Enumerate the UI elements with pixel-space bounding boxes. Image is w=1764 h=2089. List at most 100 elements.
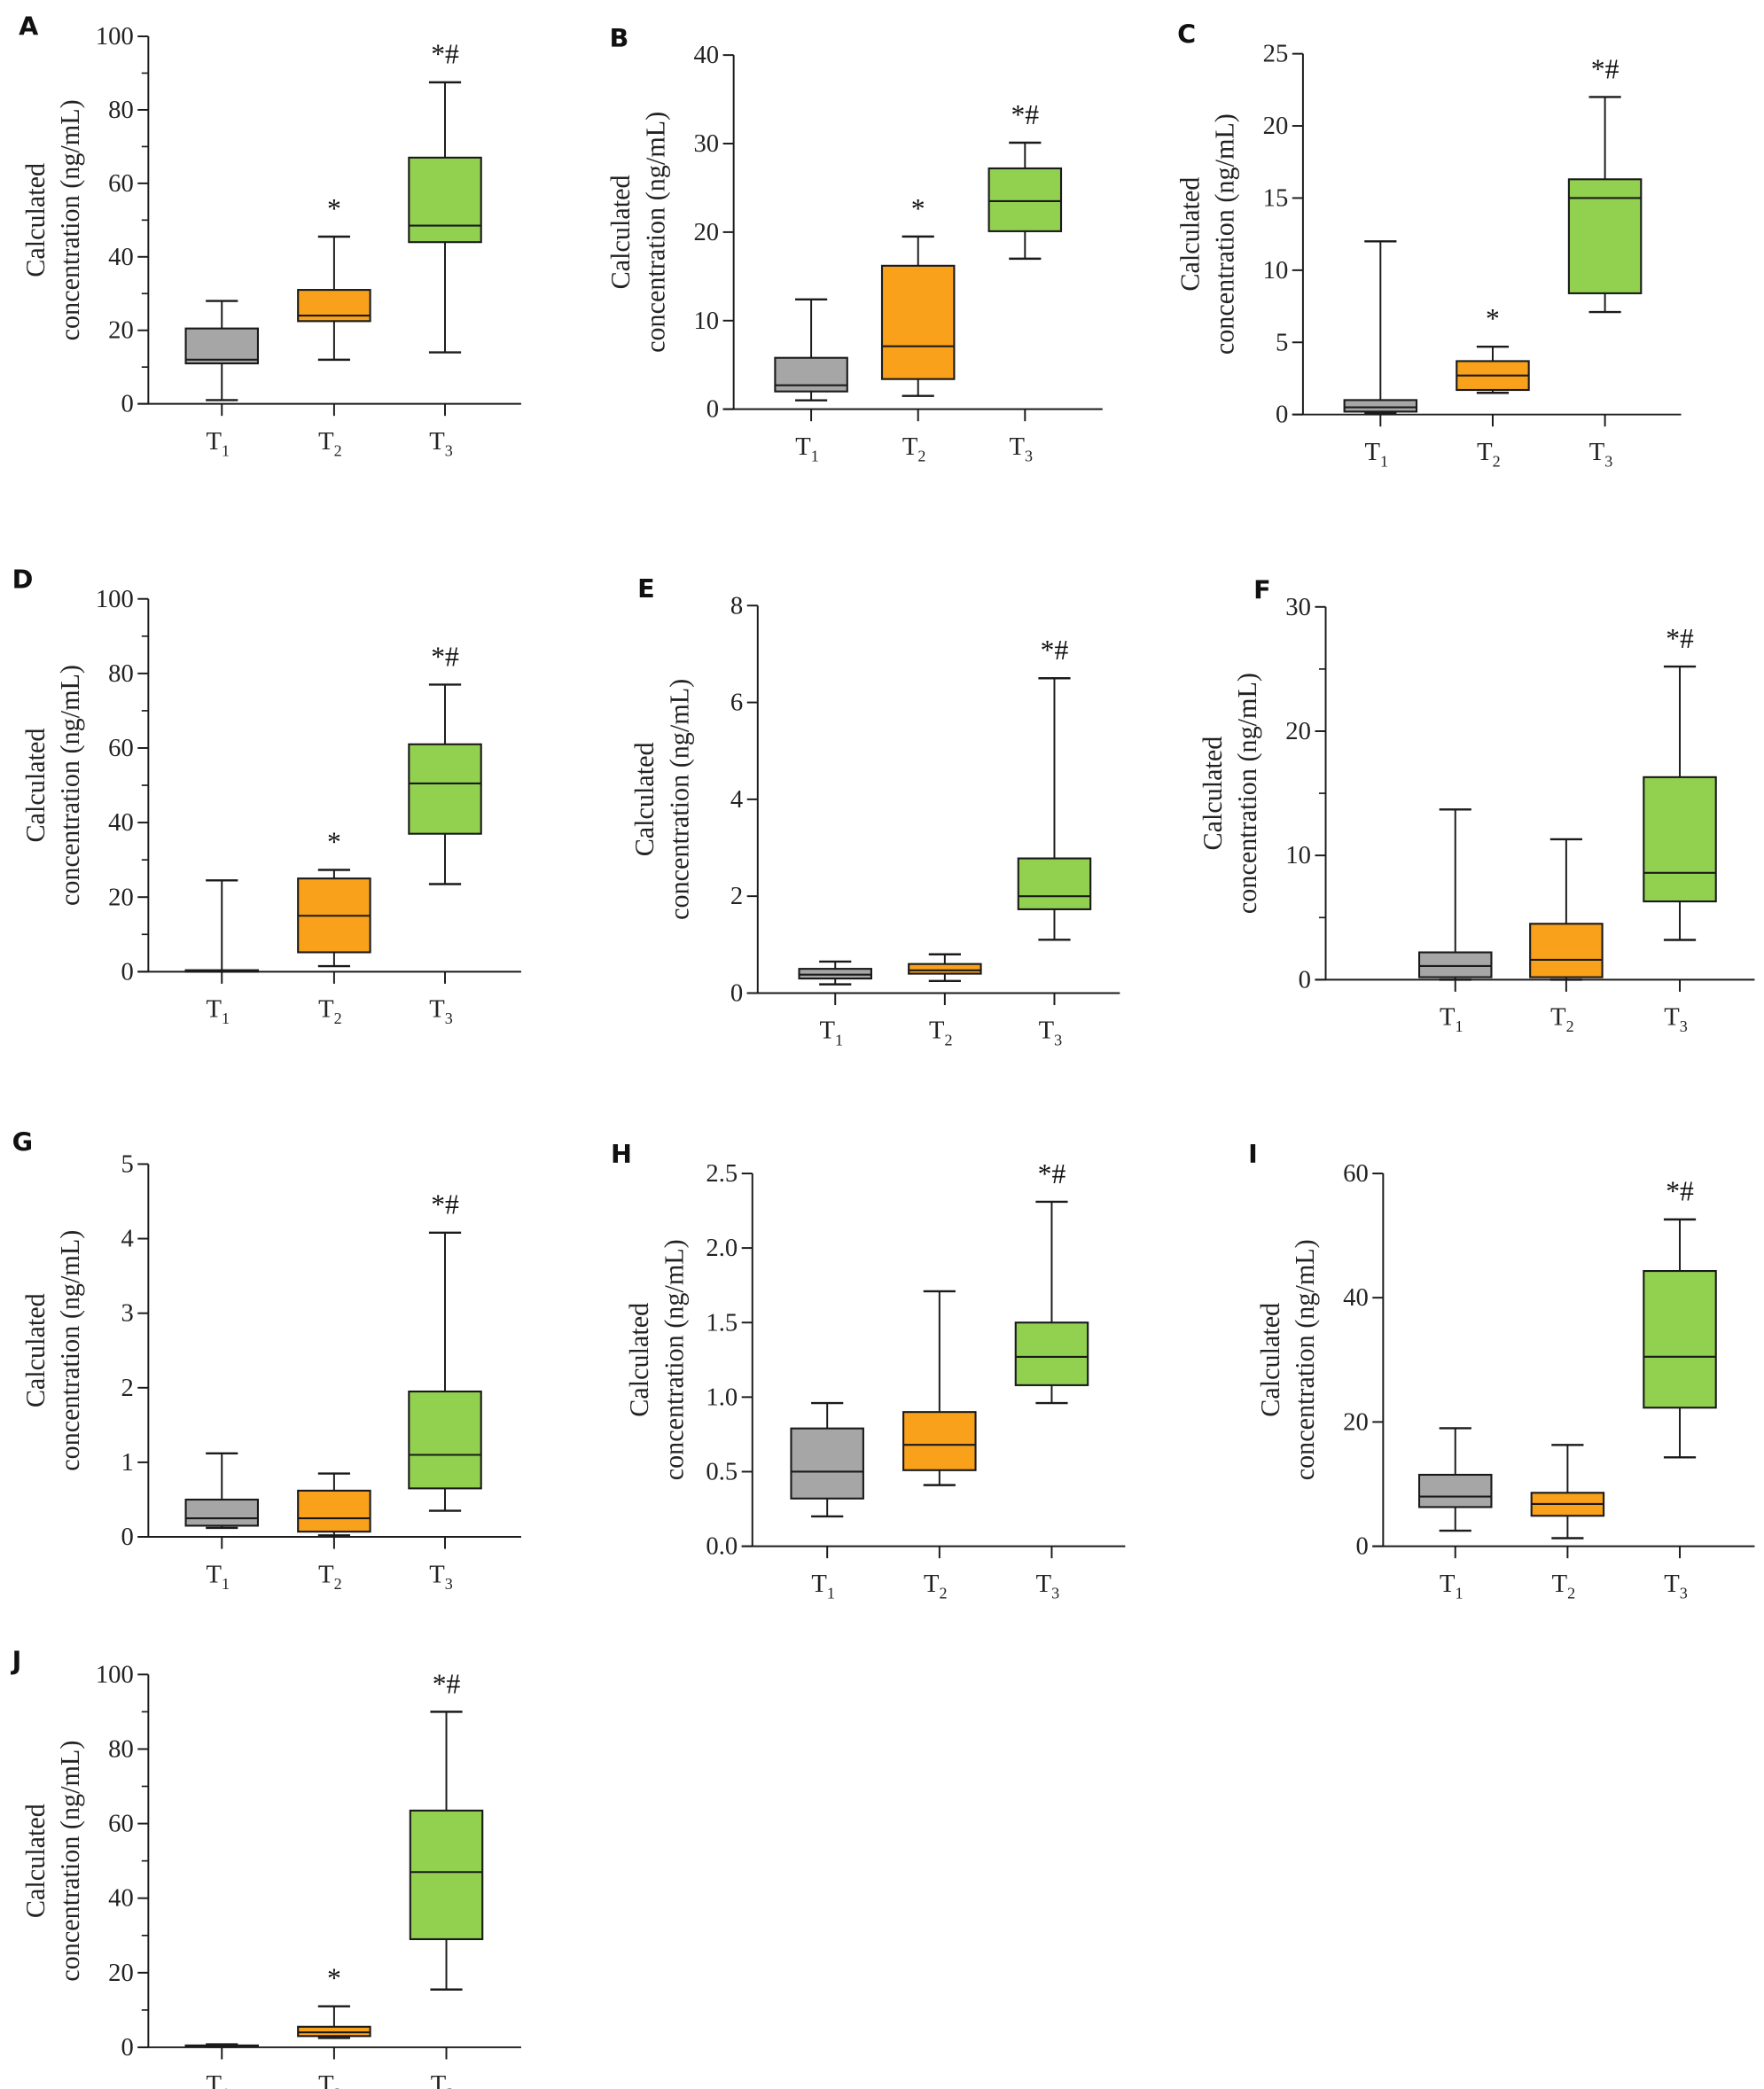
- box-t3: *# T3: [408, 641, 482, 1027]
- y-tick-label: 25: [1263, 40, 1289, 68]
- y-tick-label: 80: [108, 96, 134, 124]
- x-tick-label: T3: [429, 427, 453, 460]
- y-tick-label: 0: [1299, 965, 1311, 994]
- box-iqr: [408, 156, 482, 244]
- x-tick-label-main: T: [1440, 1570, 1456, 1598]
- box-iqr: [184, 1498, 260, 1527]
- x-tick-label: T1: [1440, 1003, 1463, 1036]
- box-iqr: [1529, 923, 1604, 978]
- significance-annotation: *#: [433, 1668, 461, 1699]
- significance-annotation: *: [1486, 303, 1500, 334]
- y-tick-label: 20: [1263, 112, 1289, 140]
- box-iqr: [409, 1809, 484, 1941]
- box-iqr: [1643, 1269, 1717, 1409]
- box-iqr: [790, 1427, 864, 1500]
- box-t3: *# T3: [987, 99, 1063, 464]
- y-axis-label-line: Calculated: [20, 1804, 51, 1918]
- y-tick-label: 8: [730, 591, 743, 620]
- y-tick-label: 30: [693, 129, 719, 158]
- x-tick-label-main: T: [1039, 1017, 1055, 1045]
- panel-label: H: [611, 1139, 632, 1169]
- box-iqr: [1643, 776, 1717, 903]
- x-tick-label-subscript: 2: [1567, 1584, 1575, 1602]
- x-tick-label-main: T: [1589, 438, 1605, 466]
- y-axis-label-line: Calculated: [1255, 1303, 1285, 1417]
- box-iqr: [1017, 857, 1092, 910]
- box-iqr: [902, 1411, 977, 1471]
- y-tick-label: 60: [1343, 1159, 1369, 1188]
- box-iqr: [297, 1489, 371, 1533]
- x-tick-label-main: T: [1477, 438, 1493, 466]
- y-tick-label: 1.5: [706, 1308, 738, 1337]
- y-tick-label: 100: [96, 22, 134, 51]
- x-tick-label: T2: [902, 433, 926, 465]
- panel-i: I 0 20 40 60 Calculated concentration (ng/mL) T…: [1248, 1139, 1755, 1602]
- x-tick-label-main: T: [431, 2070, 447, 2089]
- box-t2: T2: [902, 1290, 977, 1602]
- x-tick-label-subscript: 2: [334, 2085, 342, 2089]
- y-axis-label-line: Calculated: [20, 163, 51, 277]
- x-tick-label-main: T: [1036, 1570, 1052, 1598]
- x-tick-label-main: T: [902, 433, 918, 461]
- x-tick-label-subscript: 2: [1566, 1017, 1574, 1035]
- x-tick-label: T3: [431, 2070, 455, 2089]
- panel-b: B 0 10 20 30 40 Calculated concentration (ng/mL…: [605, 23, 1103, 464]
- x-tick-label-subscript: 3: [446, 2085, 454, 2089]
- y-axis-label: Calculated concentration (ng/mL): [1255, 1239, 1320, 1480]
- panel-d: D 0 20 40 60 80 100 Calculated concentration (ng…: [12, 565, 521, 1027]
- y-axis-label: Calculated concentration (ng/mL): [629, 679, 694, 920]
- x-tick-label-subscript: 1: [222, 1575, 230, 1593]
- x-tick-label-subscript: 2: [1493, 452, 1501, 470]
- box-iqr: [774, 356, 848, 393]
- x-tick-label: T3: [429, 1560, 453, 1593]
- x-tick-label-main: T: [1365, 438, 1381, 466]
- box-t2: T2: [1529, 838, 1604, 1035]
- y-axis-label-line: Calculated: [624, 1303, 654, 1417]
- y-axis-label-line: concentration (ng/mL): [659, 1239, 689, 1480]
- x-tick-label: T3: [1664, 1570, 1688, 1602]
- significance-annotation: *#: [431, 1189, 459, 1220]
- y-tick-label: 60: [108, 1810, 134, 1838]
- y-axis-label: Calculated concentration (ng/mL): [605, 112, 670, 353]
- box-t1: T1: [184, 300, 260, 459]
- x-tick-label-main: T: [1440, 1003, 1456, 1032]
- x-tick-label-main: T: [819, 1017, 835, 1045]
- box-iqr: [408, 743, 482, 835]
- significance-annotation: *#: [1011, 99, 1039, 130]
- y-axis-label-line: concentration (ng/mL): [55, 1741, 85, 1982]
- y-tick-label: 30: [1285, 593, 1311, 621]
- x-tick-label-main: T: [429, 427, 445, 456]
- box-t3: *# T3: [1567, 53, 1643, 470]
- box-iqr: [1417, 951, 1493, 978]
- x-tick-label-main: T: [206, 1560, 222, 1588]
- x-tick-label-subscript: 3: [1054, 1031, 1062, 1048]
- panel-label: G: [12, 1126, 34, 1157]
- x-tick-label-main: T: [1664, 1570, 1680, 1598]
- x-tick-label-main: T: [795, 433, 811, 461]
- x-tick-label-main: T: [924, 1570, 940, 1598]
- x-tick-label: T1: [1440, 1570, 1463, 1602]
- y-tick-label: 0: [121, 957, 133, 986]
- box-t3: *# T3: [1643, 1176, 1717, 1602]
- x-tick-label: T2: [929, 1017, 953, 1049]
- x-tick-label: T3: [1036, 1570, 1060, 1602]
- panel-label: I: [1248, 1139, 1258, 1169]
- x-tick-label-subscript: 2: [334, 1575, 342, 1593]
- x-tick-label-main: T: [1552, 1570, 1568, 1598]
- significance-annotation: *#: [1666, 623, 1694, 654]
- y-axis-label: Calculated concentration (ng/mL): [20, 1230, 85, 1471]
- y-tick-label: 20: [1285, 717, 1311, 745]
- x-tick-label-main: T: [206, 427, 222, 456]
- box-t2: * T2: [297, 1963, 371, 2089]
- box-iqr: [880, 264, 956, 380]
- y-axis-label: Calculated concentration (ng/mL): [20, 1741, 85, 1982]
- box-iqr: [1417, 1473, 1493, 1508]
- y-tick-label: 0.5: [706, 1458, 738, 1486]
- x-tick-label: T1: [206, 995, 230, 1028]
- x-tick-label-subscript: 1: [811, 447, 819, 464]
- box-t1: T1: [184, 2043, 260, 2089]
- y-axis-label-line: Calculated: [20, 1293, 51, 1407]
- box-iqr: [408, 1390, 482, 1490]
